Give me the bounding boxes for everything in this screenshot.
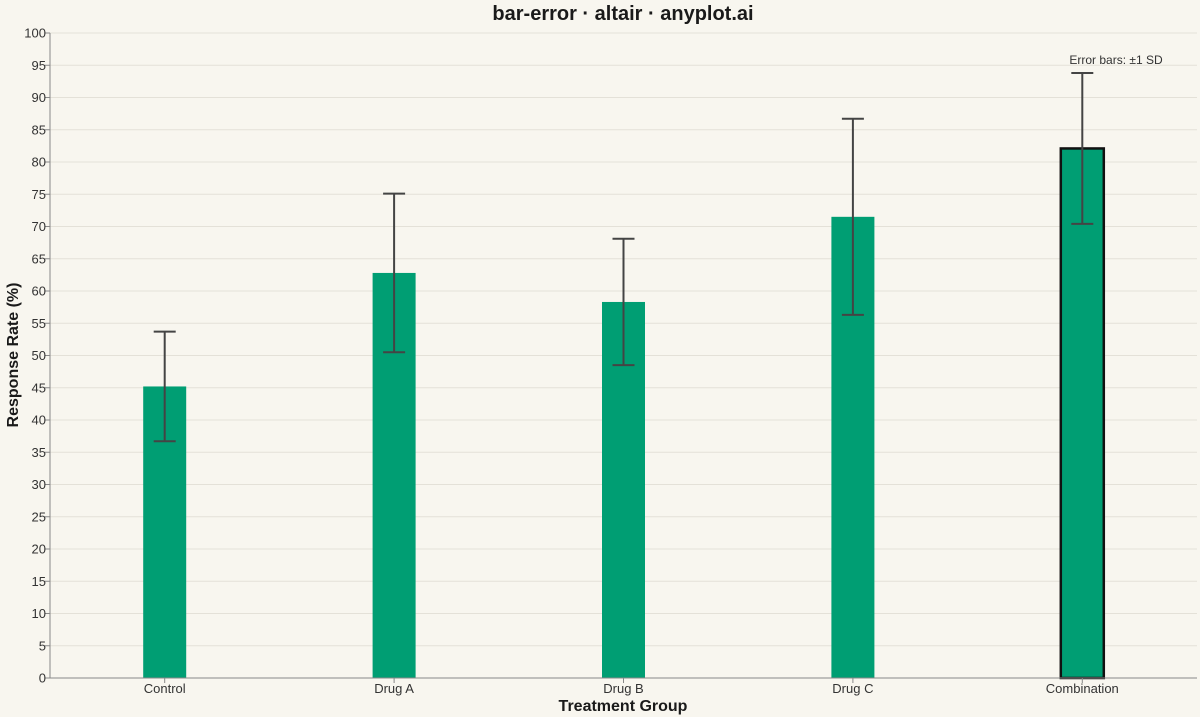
x-tick-label-drug-c: Drug C bbox=[832, 681, 873, 696]
y-tick-label-55: 55 bbox=[32, 316, 46, 331]
x-tick-label-drug-b: Drug B bbox=[603, 681, 643, 696]
x-tick-label-drug-a: Drug A bbox=[374, 681, 414, 696]
bar-combination bbox=[1059, 147, 1106, 680]
y-tick-label-75: 75 bbox=[32, 187, 46, 202]
y-tick-label-5: 5 bbox=[39, 638, 46, 653]
y-tick-label-0: 0 bbox=[39, 671, 46, 686]
y-tick-label-80: 80 bbox=[32, 155, 46, 170]
y-tick-label-95: 95 bbox=[32, 58, 46, 73]
y-axis-title: Response Rate (%) bbox=[5, 283, 22, 428]
y-tick-label-65: 65 bbox=[32, 251, 46, 266]
y-tick-label-60: 60 bbox=[32, 284, 46, 299]
y-tick-label-10: 10 bbox=[32, 606, 46, 621]
y-tick-label-20: 20 bbox=[32, 542, 46, 557]
axes: 0 5 10 15 20 25 30 35 40 45 50 55 60 65 70 75 80 85 90 95 10… bbox=[24, 26, 1197, 696]
chart-title: bar-error · altair · anyplot.ai bbox=[492, 3, 753, 25]
y-tick-label-100: 100 bbox=[24, 26, 46, 41]
x-tick-label-combination: Combination bbox=[1046, 681, 1119, 696]
y-tick-label-40: 40 bbox=[32, 413, 46, 428]
y-tick-label-50: 50 bbox=[32, 348, 46, 363]
x-tick-label-control: Control bbox=[144, 681, 186, 696]
y-tick-label-70: 70 bbox=[32, 219, 46, 234]
y-tick-label-35: 35 bbox=[32, 445, 46, 460]
y-tick-label-25: 25 bbox=[32, 509, 46, 524]
bars bbox=[143, 147, 1106, 680]
error-bar-annotation: Error bars: ±1 SD bbox=[1069, 53, 1163, 67]
x-axis-title: Treatment Group bbox=[559, 698, 688, 715]
y-tick-label-30: 30 bbox=[32, 477, 46, 492]
y-tick-label-90: 90 bbox=[32, 90, 46, 105]
y-tick-label-45: 45 bbox=[32, 380, 46, 395]
y-tick-label-15: 15 bbox=[32, 574, 46, 589]
y-tick-label-85: 85 bbox=[32, 122, 46, 137]
error-bars bbox=[153, 71, 1094, 443]
